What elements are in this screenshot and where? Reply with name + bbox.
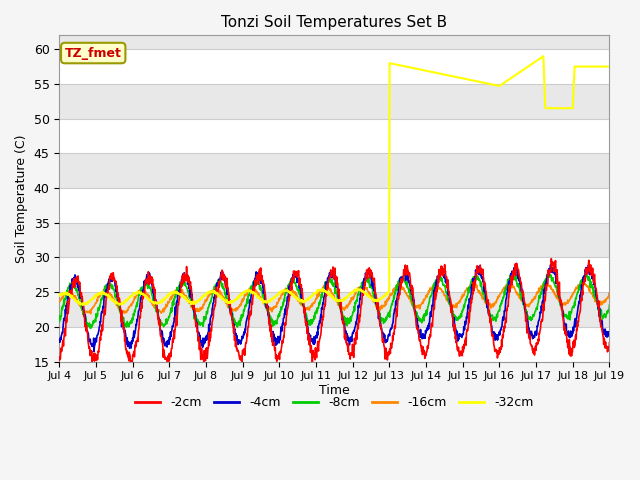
X-axis label: Time: Time [319, 384, 349, 397]
Legend: -2cm, -4cm, -8cm, -16cm, -32cm: -2cm, -4cm, -8cm, -16cm, -32cm [130, 391, 538, 414]
Bar [60, 188, 609, 223]
Text: TZ_fmet: TZ_fmet [65, 47, 122, 60]
Title: Tonzi Soil Temperatures Set B: Tonzi Soil Temperatures Set B [221, 15, 447, 30]
Y-axis label: Soil Temperature (C): Soil Temperature (C) [15, 134, 28, 263]
Bar [60, 327, 609, 361]
Bar [60, 119, 609, 153]
Bar [60, 153, 609, 188]
Bar [60, 257, 609, 292]
Bar [60, 223, 609, 257]
Bar [60, 292, 609, 327]
Bar [60, 49, 609, 84]
Bar [60, 84, 609, 119]
